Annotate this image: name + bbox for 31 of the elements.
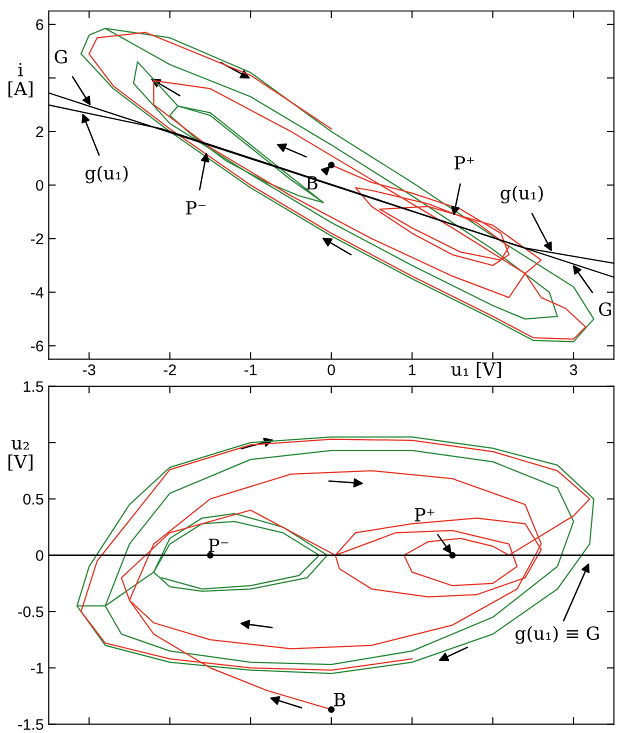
y-tick-label: 0.5 bbox=[23, 494, 44, 505]
legend-label: g(u₁) ≡ G bbox=[516, 626, 599, 644]
x-tick-label: 3 bbox=[570, 364, 578, 376]
y-tick-label: 6 bbox=[36, 19, 44, 30]
annotation: B bbox=[334, 693, 346, 706]
y-tick-label: 0 bbox=[36, 550, 44, 561]
y-tick-label: -4 bbox=[30, 287, 44, 298]
y-tick-label: -1.5 bbox=[18, 719, 44, 730]
y-tick-label: 2 bbox=[36, 126, 44, 138]
x-tick-label: -3 bbox=[83, 364, 96, 376]
y-tick-label: -0.5 bbox=[18, 606, 44, 618]
annotation: G bbox=[599, 302, 612, 316]
annotation: g(u₁) bbox=[85, 166, 128, 184]
annotation: P⁻ bbox=[208, 538, 228, 552]
annotation: P⁺ bbox=[414, 508, 434, 522]
y-tick-label: -2 bbox=[30, 234, 44, 244]
x-tick-label: -2 bbox=[164, 364, 176, 376]
y-tick-label: -1 bbox=[30, 662, 44, 674]
annotation: g(u₁) bbox=[500, 186, 543, 204]
annotation: G bbox=[54, 50, 67, 64]
annotation: P⁺ bbox=[454, 156, 474, 170]
y-tick-label: 0 bbox=[36, 180, 44, 191]
x-axis-title: u₁ [V] bbox=[451, 362, 501, 378]
x-tick-label: -1 bbox=[244, 364, 257, 376]
annotation: P⁻ bbox=[186, 201, 206, 214]
y-axis-title: u₂ [V] bbox=[8, 440, 32, 471]
y-tick-label: 1.5 bbox=[24, 381, 44, 392]
x-tick-label: 0 bbox=[328, 364, 335, 376]
y-tick-label: -6 bbox=[30, 340, 44, 352]
y-axis-title: i [A] bbox=[8, 62, 32, 98]
x-tick-label: 1 bbox=[408, 364, 416, 376]
